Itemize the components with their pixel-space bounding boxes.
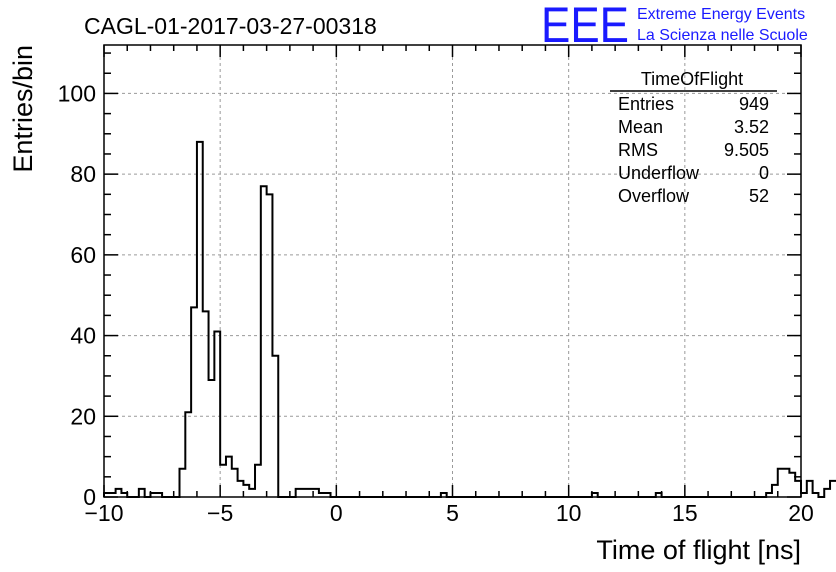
stats-label: Mean xyxy=(618,117,663,137)
y-tick-label: 0 xyxy=(83,484,96,510)
stats-value: 9.505 xyxy=(724,140,769,160)
x-tick-label: −5 xyxy=(207,500,233,526)
axis-ticks xyxy=(103,45,802,498)
stats-value: 949 xyxy=(739,94,769,114)
y-tick-label: 80 xyxy=(70,161,96,187)
y-axis-label: Entries/bin xyxy=(8,45,38,173)
y-tick-labels: 0 20 40 60 80 100 xyxy=(58,80,96,510)
x-tick-label: 5 xyxy=(446,500,459,526)
y-tick-label: 40 xyxy=(70,323,96,349)
x-tick-label: 15 xyxy=(672,500,698,526)
logo-tagline-1: Extreme Energy Events xyxy=(637,6,805,23)
stats-rows: Entries 949 Mean 3.52 RMS 9.505 Underflow 0 Over… xyxy=(618,94,769,206)
stats-value: 3.52 xyxy=(734,117,769,137)
stats-value: 52 xyxy=(749,186,769,206)
run-title: CAGL-01-2017-03-27-00318 xyxy=(84,13,377,39)
stats-title: TimeOfFlight xyxy=(641,69,743,89)
x-tick-label: −10 xyxy=(84,500,123,526)
stats-label: Underflow xyxy=(618,163,700,183)
x-tick-label: 0 xyxy=(330,500,343,526)
y-tick-label: 100 xyxy=(58,80,96,106)
logo-tagline-2: La Scienza nelle Scuole xyxy=(637,27,808,44)
x-tick-label: 20 xyxy=(788,500,814,526)
stats-label: Overflow xyxy=(618,186,690,206)
y-tick-label: 20 xyxy=(70,403,96,429)
x-axis-label: Time of flight [ns] xyxy=(596,535,801,565)
x-tick-labels: −10 −5 0 5 10 15 20 xyxy=(84,500,813,526)
y-tick-label: 60 xyxy=(70,242,96,268)
stats-label: Entries xyxy=(618,94,674,114)
eee-logo: EEE Extreme Energy Events La Scienza nel… xyxy=(541,0,808,53)
eee-logo-mark: EEE xyxy=(541,0,629,53)
x-tick-label: 10 xyxy=(556,500,582,526)
stats-label: RMS xyxy=(618,140,658,160)
stats-value: 0 xyxy=(759,163,769,183)
stats-box: TimeOfFlight Entries 949 Mean 3.52 RMS 9.505 U… xyxy=(610,69,777,206)
